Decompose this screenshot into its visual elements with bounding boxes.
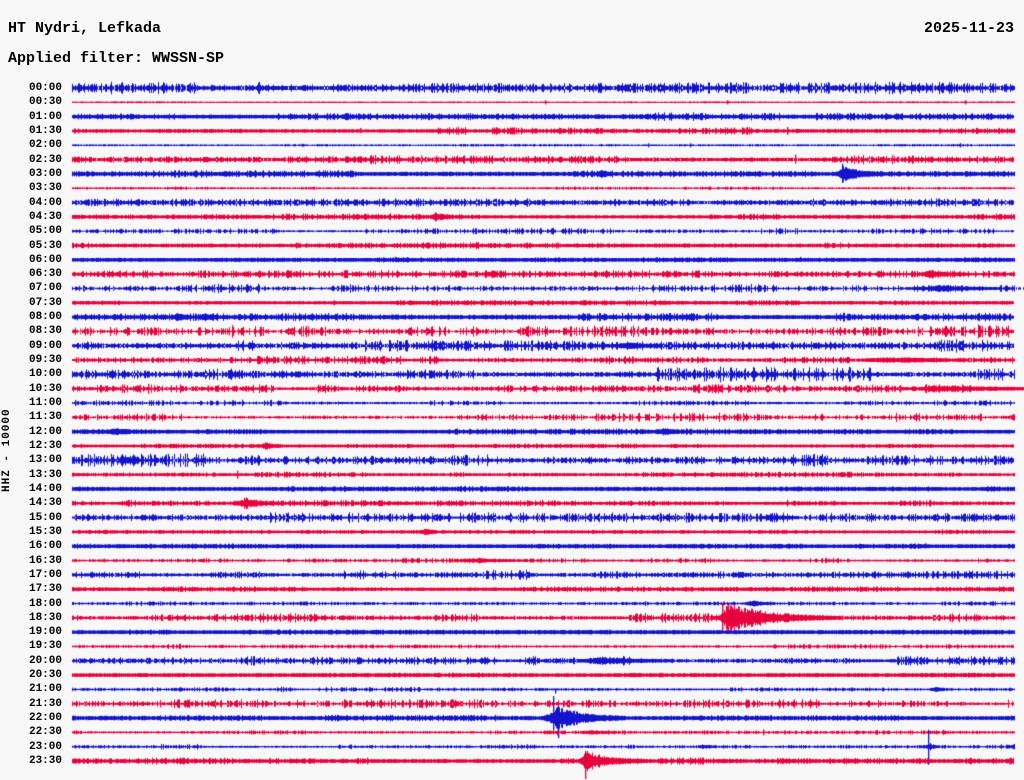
time-label: 03:00: [28, 167, 62, 180]
time-label: 04:00: [28, 196, 62, 209]
time-label: 21:00: [28, 683, 62, 696]
time-label: 12:30: [28, 440, 62, 452]
time-label: 13:00: [28, 454, 62, 467]
time-label: 13:30: [28, 468, 62, 481]
time-label: 16:00: [28, 540, 62, 553]
time-label: 02:30: [28, 153, 62, 166]
time-label: 04:30: [28, 210, 62, 223]
time-label: 14:00: [28, 482, 62, 495]
time-label: 20:30: [28, 669, 62, 682]
time-label: 01:00: [28, 110, 62, 123]
time-label: 23:00: [28, 740, 62, 753]
time-label: 11:30: [28, 411, 62, 424]
time-label: 07:30: [28, 296, 62, 309]
time-label: 06:30: [28, 268, 62, 281]
time-label: 19:00: [28, 626, 62, 639]
time-label: 02:00: [28, 139, 62, 152]
station-title: HT Nydri, Lefkada: [8, 20, 162, 37]
time-label: 06:00: [28, 253, 62, 266]
channel-scale-label: HHZ - 10000: [1, 408, 13, 492]
time-label: 23:30: [28, 755, 62, 768]
filter-label: Applied filter: WWSSN-SP: [8, 50, 225, 67]
time-label: 10:30: [28, 382, 62, 395]
time-label: 15:30: [28, 525, 62, 538]
time-label: 09:30: [28, 354, 62, 367]
date-label: 2025-11-23: [923, 20, 1014, 37]
time-label: 18:00: [28, 597, 62, 610]
time-label: 15:00: [28, 511, 62, 524]
time-label: 11:00: [28, 397, 62, 410]
time-label: 18:30: [28, 611, 62, 624]
time-label: 07:00: [28, 282, 62, 295]
time-label: 21:30: [28, 697, 62, 710]
time-label: 16:30: [28, 554, 62, 567]
time-label: 03:30: [28, 182, 62, 195]
time-label: 08:00: [28, 311, 62, 324]
time-label: 05:30: [28, 239, 62, 252]
time-label: 20:00: [28, 654, 62, 667]
time-label: 08:30: [28, 325, 62, 338]
time-label: 12:00: [28, 425, 62, 438]
time-label: 10:00: [28, 368, 62, 381]
time-label: 22:00: [28, 712, 62, 725]
time-label: 19:30: [28, 640, 62, 653]
time-label: 17:30: [28, 583, 62, 596]
time-label: 01:30: [28, 124, 62, 137]
time-label: 00:00: [28, 82, 62, 94]
time-label: 09:00: [28, 339, 62, 352]
time-label: 17:00: [28, 568, 62, 581]
time-label: 05:00: [28, 225, 62, 238]
time-label: 00:30: [28, 96, 62, 109]
time-label: 22:30: [28, 726, 62, 739]
time-label: 14:30: [28, 497, 62, 510]
